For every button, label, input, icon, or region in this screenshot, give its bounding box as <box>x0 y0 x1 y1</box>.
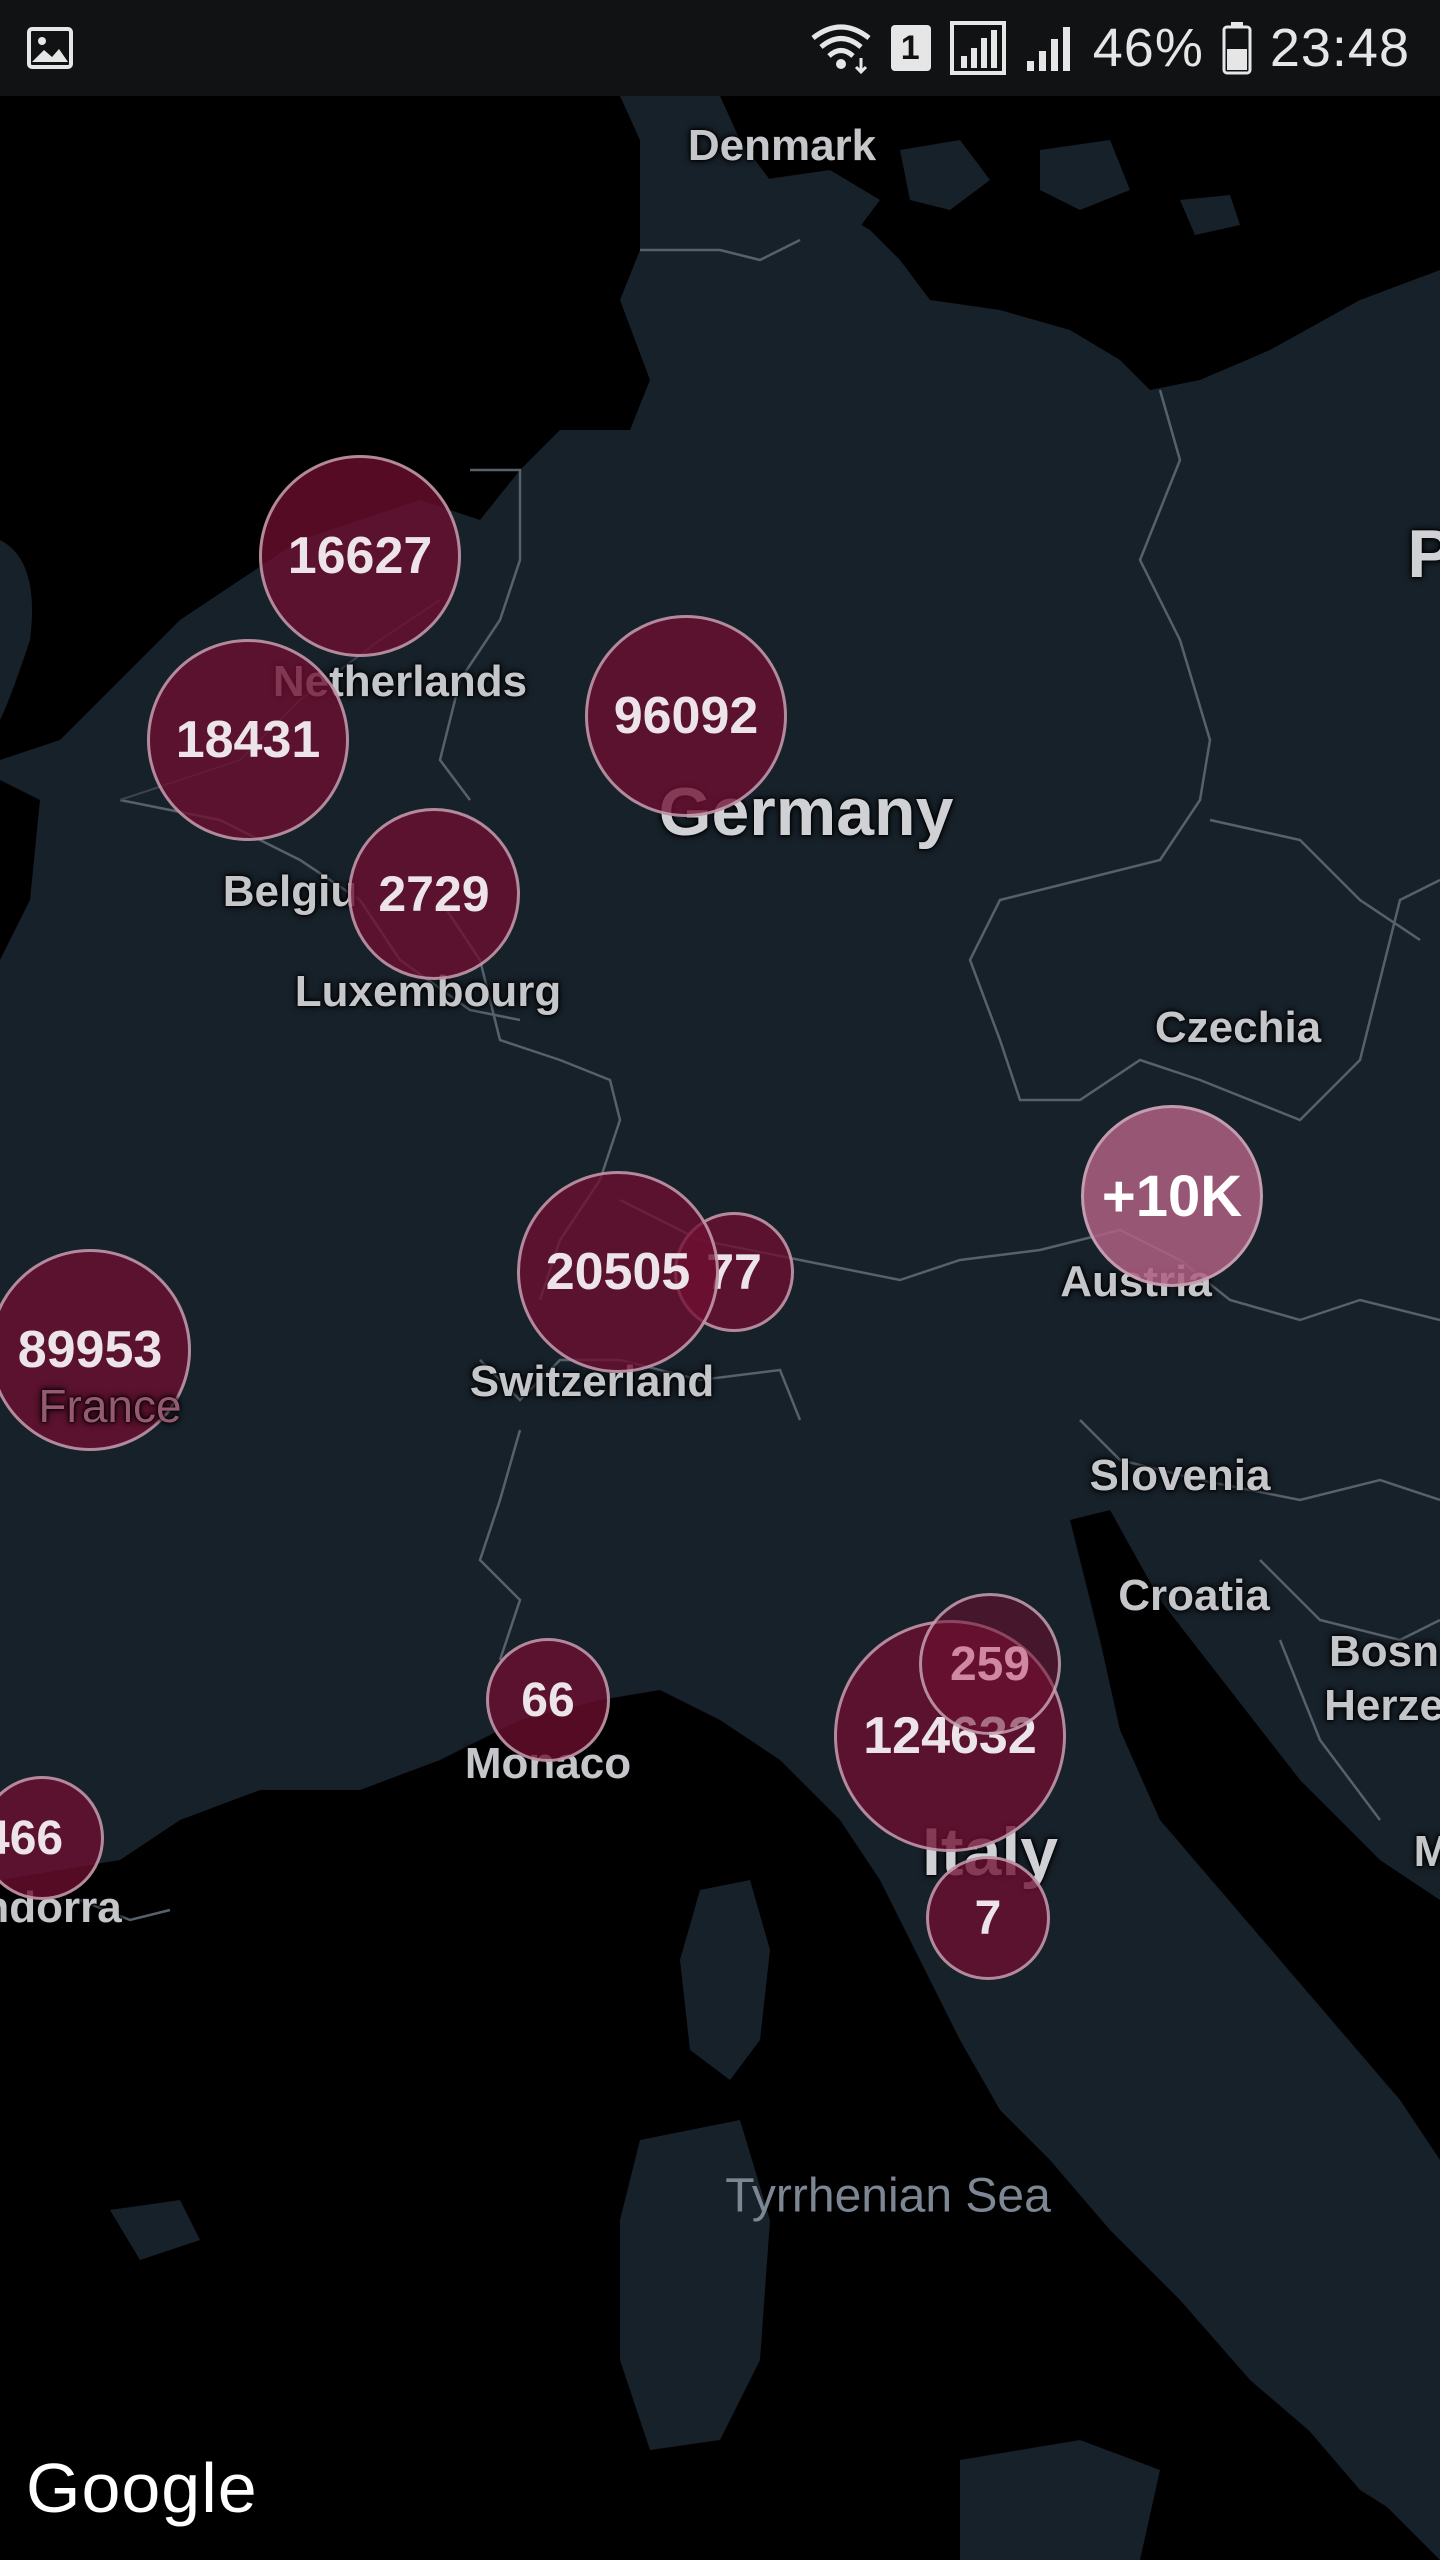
label-bosnia-line2: Herze <box>1324 1681 1440 1730</box>
cluster-marker-france[interactable]: 89953 <box>0 1249 191 1451</box>
gallery-icon <box>27 27 73 69</box>
label-tyrrhenian-sea: Tyrrhenian Sea <box>725 2169 1051 2223</box>
label-france: France <box>38 1380 182 1432</box>
label-czechia: Czechia <box>1154 1003 1322 1052</box>
signal-icon <box>949 21 1006 75</box>
cluster-marker-germany[interactable]: 96092 <box>585 615 787 817</box>
label-croatia: Croatia <box>1118 1571 1270 1620</box>
cluster-marker-vatican[interactable]: 7 <box>926 1856 1050 1980</box>
wifi-icon <box>811 24 871 74</box>
cluster-marker-austria[interactable]: +10K <box>1081 1105 1263 1287</box>
cluster-marker-netherlands[interactable]: 16627 <box>259 455 461 657</box>
cluster-marker-belgium[interactable]: 18431 <box>147 639 349 841</box>
cluster-marker-switzerland[interactable]: 20505 <box>517 1171 719 1373</box>
cluster-marker-monaco[interactable]: 66 <box>486 1638 610 1762</box>
label-edge-p: P <box>1407 516 1440 592</box>
label-slovenia: Slovenia <box>1089 1451 1271 1500</box>
battery-percent: 46% <box>1092 18 1204 78</box>
battery-icon <box>1222 22 1252 75</box>
cluster-marker-san-marino[interactable]: 259 <box>919 1593 1061 1735</box>
signal-icon <box>1026 27 1070 71</box>
label-bosnia-line1: Bosn <box>1329 1627 1439 1676</box>
map-view[interactable]: Denmark Netherlands Germany Belgiu Luxem… <box>0 96 1440 2560</box>
label-belgium: Belgiu <box>222 867 358 916</box>
map-background <box>0 96 1440 2560</box>
cluster-marker-luxembourg[interactable]: 2729 <box>348 808 520 980</box>
clock: 23:48 <box>1269 18 1410 78</box>
google-logo: Google <box>26 2449 258 2527</box>
label-edge-m: M <box>1413 1827 1440 1876</box>
cluster-marker-andorra[interactable]: 466 <box>0 1776 104 1900</box>
status-bar: 1 46% 23:48 <box>0 0 1440 96</box>
sim-icon: 1 <box>890 25 931 71</box>
label-denmark: Denmark <box>687 121 877 170</box>
